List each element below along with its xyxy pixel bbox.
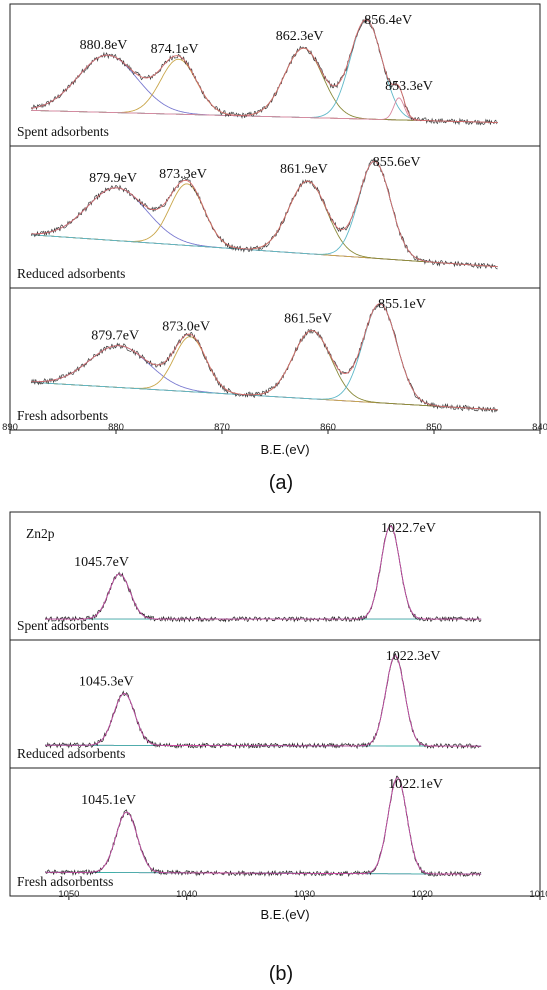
fit-component-line	[45, 573, 482, 620]
peak-label: 855.6eV	[373, 155, 421, 170]
sample-label: Fresh adsorbents	[17, 408, 108, 423]
sample-label: Reduced adsorbents	[17, 266, 125, 281]
x-tick-label: 890	[2, 422, 18, 433]
figure-caption: (b)	[269, 963, 293, 985]
x-tick-label: 880	[108, 422, 124, 433]
sample-label: Reduced adsorbents	[17, 746, 125, 761]
fit-component-line	[31, 183, 498, 268]
peak-label: 880.8eV	[80, 38, 128, 53]
figure-b-zn2p-spectra: 10501040103010201010B.E.(eV)(b)Zn2pSpent…	[9, 511, 547, 985]
x-tick-label: 1050	[58, 889, 79, 900]
x-tick-label: 1030	[294, 889, 315, 900]
fit-component-line	[31, 187, 498, 268]
peak-label: 1022.7eV	[381, 521, 436, 536]
peak-label: 861.9eV	[280, 162, 328, 177]
raw-spectrum-line	[44, 652, 482, 750]
x-tick-label: 1010	[529, 889, 547, 900]
fit-component-line	[31, 345, 498, 411]
peak-label: 874.1eV	[151, 42, 199, 57]
x-tick-label: 1020	[412, 889, 433, 900]
element-label: Zn2p	[26, 526, 55, 541]
fit-envelope-line	[31, 160, 498, 268]
plot-frame	[9, 511, 541, 897]
fit-component-line	[45, 811, 482, 875]
fit-component-line	[45, 655, 482, 747]
peak-label: 1022.3eV	[386, 649, 441, 664]
peak-label: 873.3eV	[159, 167, 207, 182]
peak-label: 1022.1eV	[388, 777, 443, 792]
fit-component-line	[31, 336, 498, 411]
peak-label: 1045.3eV	[79, 675, 134, 690]
peak-label: 862.3eV	[276, 29, 324, 44]
peak-label: 879.7eV	[91, 329, 139, 344]
fit-envelope-line	[45, 777, 482, 875]
fit-component-line	[31, 303, 498, 411]
plot-frame	[9, 3, 541, 431]
spectrum-panel: Spent adsorbents 880.8eV 874.1eV 862.3eV 856…	[17, 13, 498, 139]
spectrum-panel: Fresh adsorbents 879.7eV 873.0eV 861.5eV 855…	[17, 297, 498, 423]
peak-label: 1045.1eV	[81, 793, 136, 808]
spectrum-panel: Fresh adsorbentss 1045.1eV 1022.1eV	[17, 775, 482, 889]
x-tick-label: 870	[214, 422, 230, 433]
fit-component-line	[31, 97, 498, 123]
figure-caption: (a)	[269, 472, 293, 494]
x-tick-label: 840	[532, 422, 547, 433]
sample-label: Fresh adsorbentss	[17, 874, 113, 889]
fit-envelope-line	[45, 655, 482, 747]
spectrum-panel: Reduced adsorbents 1045.3eV 1022.3eV	[17, 649, 482, 761]
figure-a-ni2p-spectra: 890 880 870 860 850 840 B.E.(eV) (a) Spent adsor…	[2, 3, 547, 494]
peak-label: 879.9eV	[89, 171, 137, 186]
sample-label: Spent adsorbents	[17, 618, 109, 633]
fit-component-line	[45, 525, 482, 620]
peak-label: 873.0eV	[162, 320, 210, 335]
fit-envelope-line	[31, 19, 498, 123]
x-tick-label: 850	[426, 422, 442, 433]
peak-label: 861.5eV	[284, 312, 332, 327]
peak-label: 853.3eV	[385, 79, 433, 94]
x-axis-title: B.E.(eV)	[260, 442, 309, 457]
raw-spectrum-line	[44, 523, 482, 623]
fit-envelope-line	[45, 525, 482, 620]
peak-label: 1045.7eV	[74, 555, 129, 570]
fit-envelope-line	[31, 303, 498, 411]
peak-label: 856.4eV	[364, 13, 412, 28]
x-tick-label: 1040	[176, 889, 197, 900]
x-axis-title: B.E.(eV)	[260, 907, 309, 922]
peak-label: 855.1eV	[378, 297, 426, 312]
sample-label: Spent adsorbents	[17, 124, 109, 139]
x-tick-label: 860	[320, 422, 336, 433]
spectrum-panel: Reduced adsorbents 879.9eV 873.3eV 861.9eV 8…	[17, 155, 498, 281]
spectrum-panel: Spent adsorbents 1045.7eV 1022.7eV	[17, 521, 482, 633]
